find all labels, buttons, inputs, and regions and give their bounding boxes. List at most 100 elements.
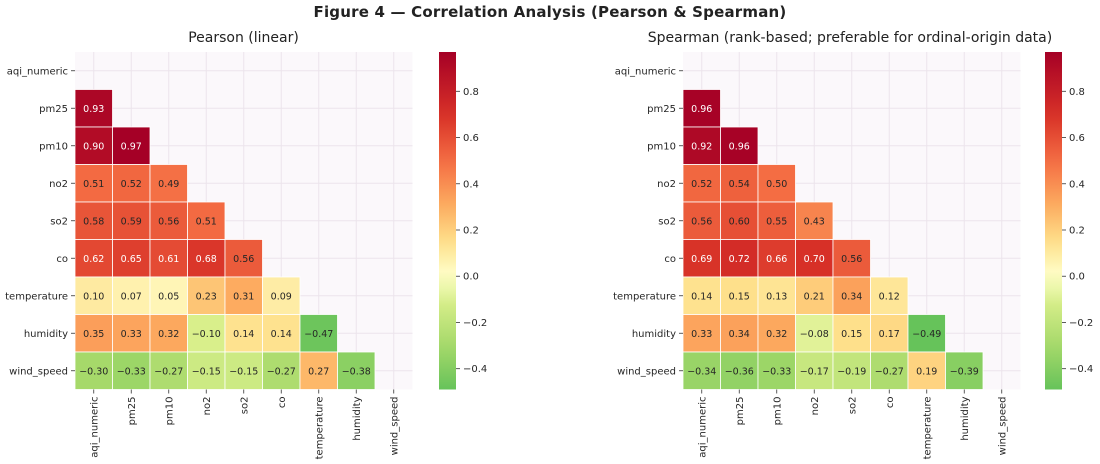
cell-value-label: −0.15 bbox=[192, 366, 221, 377]
cell-value-label: −0.19 bbox=[837, 366, 866, 377]
heatmap-cell bbox=[720, 276, 759, 315]
heatmap-cell bbox=[720, 201, 759, 240]
colorbar-tick-label: 0.8 bbox=[463, 87, 479, 98]
colorbar-tick-label: 0.4 bbox=[463, 179, 479, 190]
heatmap-cell bbox=[149, 239, 188, 278]
heatmap-cell bbox=[149, 351, 188, 390]
heatmap-cell bbox=[149, 164, 188, 203]
cell-value-label: 0.66 bbox=[766, 254, 787, 265]
heatmap-cell bbox=[832, 276, 871, 315]
colorbar-tick-label: 0.0 bbox=[1069, 272, 1085, 283]
x-tick-label: no2 bbox=[810, 397, 821, 416]
cell-value-label: 0.52 bbox=[691, 179, 712, 190]
colorbar-tick-label: 0.4 bbox=[1069, 179, 1085, 190]
heatmap-cell bbox=[832, 239, 871, 278]
y-tick-label: no2 bbox=[49, 179, 68, 190]
cell-value-label: 0.56 bbox=[233, 254, 254, 265]
cell-value-label: 0.96 bbox=[691, 104, 712, 115]
x-tick-label: temperature bbox=[314, 397, 325, 460]
cell-value-label: 0.33 bbox=[121, 329, 142, 340]
heatmap-cell bbox=[757, 351, 796, 390]
cell-value-label: 0.33 bbox=[691, 329, 712, 340]
y-tick-label: aqi_numeric bbox=[615, 66, 676, 77]
x-tick-label: co bbox=[885, 397, 896, 409]
cell-value-label: 0.50 bbox=[766, 179, 787, 190]
cell-value-label: 0.23 bbox=[196, 291, 217, 302]
heatmap-cell bbox=[112, 276, 151, 315]
colorbar-tick-label: −0.4 bbox=[1069, 364, 1093, 375]
heatmap-cell bbox=[224, 351, 263, 390]
heatmap-cell bbox=[832, 351, 871, 390]
heatmap-cell bbox=[337, 351, 376, 390]
colorbar-tick-label: 0.8 bbox=[1069, 87, 1085, 98]
x-tick-label: wind_speed bbox=[997, 397, 1008, 456]
y-tick-label: co bbox=[56, 254, 68, 265]
y-tick-label: wind_speed bbox=[9, 366, 68, 377]
cell-value-label: 0.58 bbox=[83, 216, 104, 227]
cell-value-label: 0.68 bbox=[196, 254, 217, 265]
colorbar-tick-label: −0.4 bbox=[463, 364, 487, 375]
x-tick-label: aqi_numeric bbox=[697, 397, 708, 458]
cell-value-label: 0.56 bbox=[158, 216, 179, 227]
y-tick-label: humidity bbox=[24, 329, 68, 340]
heatmap-cell bbox=[187, 201, 226, 240]
cell-value-label: −0.15 bbox=[229, 366, 258, 377]
y-tick-label: temperature bbox=[613, 291, 676, 302]
x-tick-label: humidity bbox=[960, 396, 971, 440]
cell-value-label: 0.05 bbox=[158, 291, 179, 302]
heatmap-cell bbox=[112, 351, 151, 390]
heatmap-cell bbox=[187, 239, 226, 278]
heatmap-cell bbox=[720, 351, 759, 390]
heatmap-cell bbox=[795, 201, 834, 240]
cell-value-label: 0.72 bbox=[729, 254, 750, 265]
heatmap-cell bbox=[262, 351, 301, 390]
colorbar-tick-label: 0.6 bbox=[1069, 133, 1085, 144]
cell-value-label: 0.51 bbox=[196, 216, 217, 227]
cell-value-label: −0.38 bbox=[342, 366, 371, 377]
x-tick-label: pm10 bbox=[772, 397, 783, 426]
cell-value-label: 0.65 bbox=[121, 254, 142, 265]
heatmap-cell bbox=[682, 89, 721, 128]
heatmap-cell bbox=[682, 164, 721, 203]
cell-value-label: 0.07 bbox=[121, 291, 142, 302]
cell-value-label: −0.30 bbox=[79, 366, 108, 377]
heatmap-cell bbox=[224, 239, 263, 278]
heatmap-cell bbox=[112, 201, 151, 240]
cell-value-label: 0.49 bbox=[158, 179, 179, 190]
cell-value-label: 0.32 bbox=[766, 329, 787, 340]
y-tick-label: aqi_numeric bbox=[7, 66, 68, 77]
cell-value-label: 0.43 bbox=[804, 216, 825, 227]
colorbar-tick-label: 0.6 bbox=[463, 133, 479, 144]
heatmap-cell bbox=[720, 314, 759, 353]
y-tick-label: pm25 bbox=[647, 104, 676, 115]
heatmap-cell bbox=[757, 201, 796, 240]
cell-value-label: 0.90 bbox=[83, 141, 104, 152]
cell-value-label: 0.21 bbox=[804, 291, 825, 302]
cell-value-label: 0.52 bbox=[121, 179, 142, 190]
colorbar-tick-label: −0.2 bbox=[463, 318, 487, 329]
cell-value-label: 0.59 bbox=[121, 216, 142, 227]
y-tick-label: so2 bbox=[658, 216, 676, 227]
x-tick-label: aqi_numeric bbox=[89, 397, 100, 458]
cell-value-label: 0.70 bbox=[804, 254, 825, 265]
y-tick-label: wind_speed bbox=[617, 366, 676, 377]
x-tick-label: pm10 bbox=[164, 397, 175, 426]
cell-value-label: −0.08 bbox=[800, 329, 829, 340]
cell-value-label: −0.34 bbox=[687, 366, 716, 377]
x-tick-label: temperature bbox=[922, 397, 933, 460]
cell-value-label: −0.33 bbox=[762, 366, 791, 377]
heatmap-cell bbox=[832, 314, 871, 353]
cell-value-label: 0.35 bbox=[83, 329, 104, 340]
heatmap-cell bbox=[682, 126, 721, 165]
cell-value-label: 0.14 bbox=[691, 291, 712, 302]
cell-value-label: 0.62 bbox=[83, 254, 104, 265]
cell-value-label: 0.51 bbox=[83, 179, 104, 190]
cell-value-label: −0.27 bbox=[875, 366, 904, 377]
heatmap-cell bbox=[795, 239, 834, 278]
heatmap-cell bbox=[682, 201, 721, 240]
x-tick-label: co bbox=[277, 397, 288, 409]
heatmap-cell bbox=[74, 164, 113, 203]
cell-value-label: 0.92 bbox=[691, 141, 712, 152]
cell-value-label: −0.27 bbox=[154, 366, 183, 377]
